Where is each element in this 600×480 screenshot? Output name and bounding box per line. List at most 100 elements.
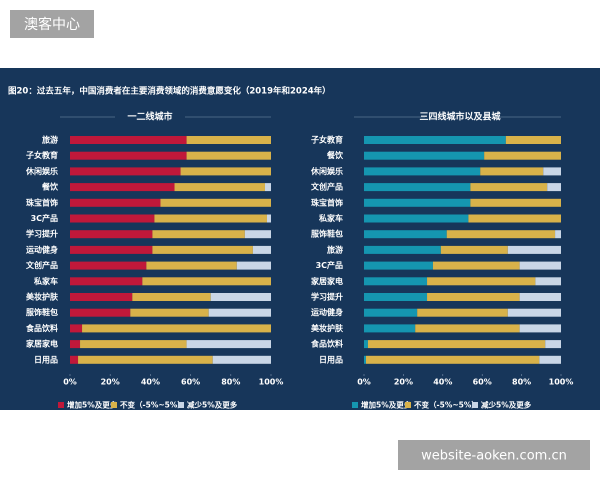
- bar-segment: [70, 293, 133, 301]
- category-label: 珠宝首饰: [311, 197, 343, 207]
- bar-segment: [208, 308, 271, 317]
- bar-segment: [535, 277, 561, 286]
- bar-segment: [210, 293, 271, 301]
- bar-segment: [186, 340, 271, 349]
- x-tick-label: 80%: [221, 378, 240, 387]
- bar-segment: [364, 308, 418, 317]
- x-tick-label: 20%: [101, 378, 120, 387]
- legend-label: 不变（-5%~5%）: [414, 400, 479, 410]
- bar-segment: [507, 245, 561, 254]
- bar-segment: [364, 340, 368, 349]
- category-label: 文创产品: [311, 182, 343, 192]
- bar-segment: [519, 293, 561, 301]
- category-label: 日用品: [34, 355, 58, 364]
- category-label: 餐饮: [326, 150, 344, 160]
- bar-segment: [186, 151, 271, 160]
- legend-swatch: [111, 402, 117, 408]
- bar-segment: [132, 293, 211, 301]
- bar-segment: [470, 183, 548, 192]
- bar-segment: [505, 136, 561, 144]
- bar-segment: [364, 183, 471, 192]
- watermark-badge: [398, 440, 590, 470]
- header-label: 澳客中心: [24, 16, 80, 33]
- category-label: 服饰鞋包: [311, 229, 343, 239]
- bar-segment: [507, 308, 561, 317]
- category-label: 学习提升: [311, 292, 343, 302]
- bar-segment: [470, 198, 561, 207]
- bar-segment: [519, 261, 561, 270]
- bar-segment: [180, 167, 271, 176]
- bar-segment: [174, 183, 265, 192]
- bar-segment: [70, 151, 187, 160]
- bar-segment: [364, 245, 441, 254]
- chart-panel: [0, 68, 600, 410]
- category-label: 家居家电: [26, 339, 58, 349]
- bar-segment: [480, 167, 544, 176]
- bar-segment: [539, 355, 561, 364]
- category-label: 旅游: [327, 244, 343, 254]
- bar-segment: [364, 198, 471, 207]
- legend-label: 不变（-5%~5%）: [120, 400, 185, 410]
- bar-segment: [78, 355, 213, 364]
- bar-segment: [519, 324, 561, 333]
- bar-segment: [415, 324, 520, 333]
- legend-swatch: [405, 402, 411, 408]
- x-tick-label: 0%: [357, 378, 371, 387]
- bar-segment: [70, 183, 175, 192]
- category-label: 运动健身: [26, 244, 58, 254]
- bar-segment: [432, 261, 520, 270]
- category-label: 家居家电: [311, 276, 343, 286]
- bar-segment: [484, 151, 561, 160]
- bar-segment: [266, 214, 271, 223]
- bar-segment: [130, 308, 209, 317]
- bar-segment: [365, 355, 540, 364]
- bar-segment: [70, 355, 79, 364]
- bar-segment: [152, 230, 245, 239]
- category-label: 日用品: [319, 355, 343, 364]
- category-label: 旅游: [42, 135, 58, 145]
- category-label: 珠宝首饰: [26, 197, 58, 207]
- x-tick-label: 20%: [394, 378, 413, 387]
- category-label: 休闲娱乐: [25, 166, 58, 176]
- x-tick-label: 60%: [181, 378, 200, 387]
- bar-segment: [186, 136, 271, 144]
- panel-title: 图20：过去五年，中国消费者在主要消费领域的消费意愿变化（2019年和2024年…: [8, 86, 331, 97]
- x-tick-label: 100%: [259, 378, 284, 387]
- category-label: 服饰鞋包: [26, 307, 58, 317]
- bar-segment: [142, 277, 271, 286]
- bar-segment: [70, 136, 187, 144]
- bar-segment: [212, 355, 271, 364]
- bar-segment: [427, 277, 536, 286]
- legend-label: 减少5%及更多: [481, 400, 532, 410]
- category-label: 私家车: [318, 213, 343, 223]
- bar-segment: [82, 324, 271, 333]
- bar-segment: [152, 245, 253, 254]
- legend-label: 增加5%及更多: [361, 400, 412, 410]
- bar-segment: [80, 340, 187, 349]
- legend-swatch: [178, 402, 184, 408]
- bar-segment: [70, 167, 181, 176]
- bar-segment: [555, 230, 561, 239]
- category-label: 子女教育: [311, 135, 343, 145]
- category-label: 运动健身: [311, 307, 343, 317]
- category-label: 美妆护肤: [26, 292, 59, 302]
- bar-segment: [417, 308, 508, 317]
- category-label: 学习提升: [26, 229, 58, 239]
- bar-segment: [446, 230, 556, 239]
- category-label: 休闲娱乐: [310, 166, 343, 176]
- category-label: 3C产品: [316, 260, 343, 270]
- bar-segment: [364, 324, 416, 333]
- chart-subtitle: 一二线城市: [127, 111, 172, 123]
- category-label: 文创产品: [26, 260, 58, 270]
- bar-segment: [70, 261, 147, 270]
- category-label: 食品饮料: [26, 323, 58, 333]
- bar-segment: [70, 277, 143, 286]
- header-badge: [10, 10, 94, 38]
- legend-swatch: [472, 402, 478, 408]
- bar-segment: [427, 293, 520, 301]
- bar-segment: [146, 261, 237, 270]
- chart-subtitle: 三四线城市以及县城: [419, 111, 500, 123]
- bar-segment: [70, 198, 161, 207]
